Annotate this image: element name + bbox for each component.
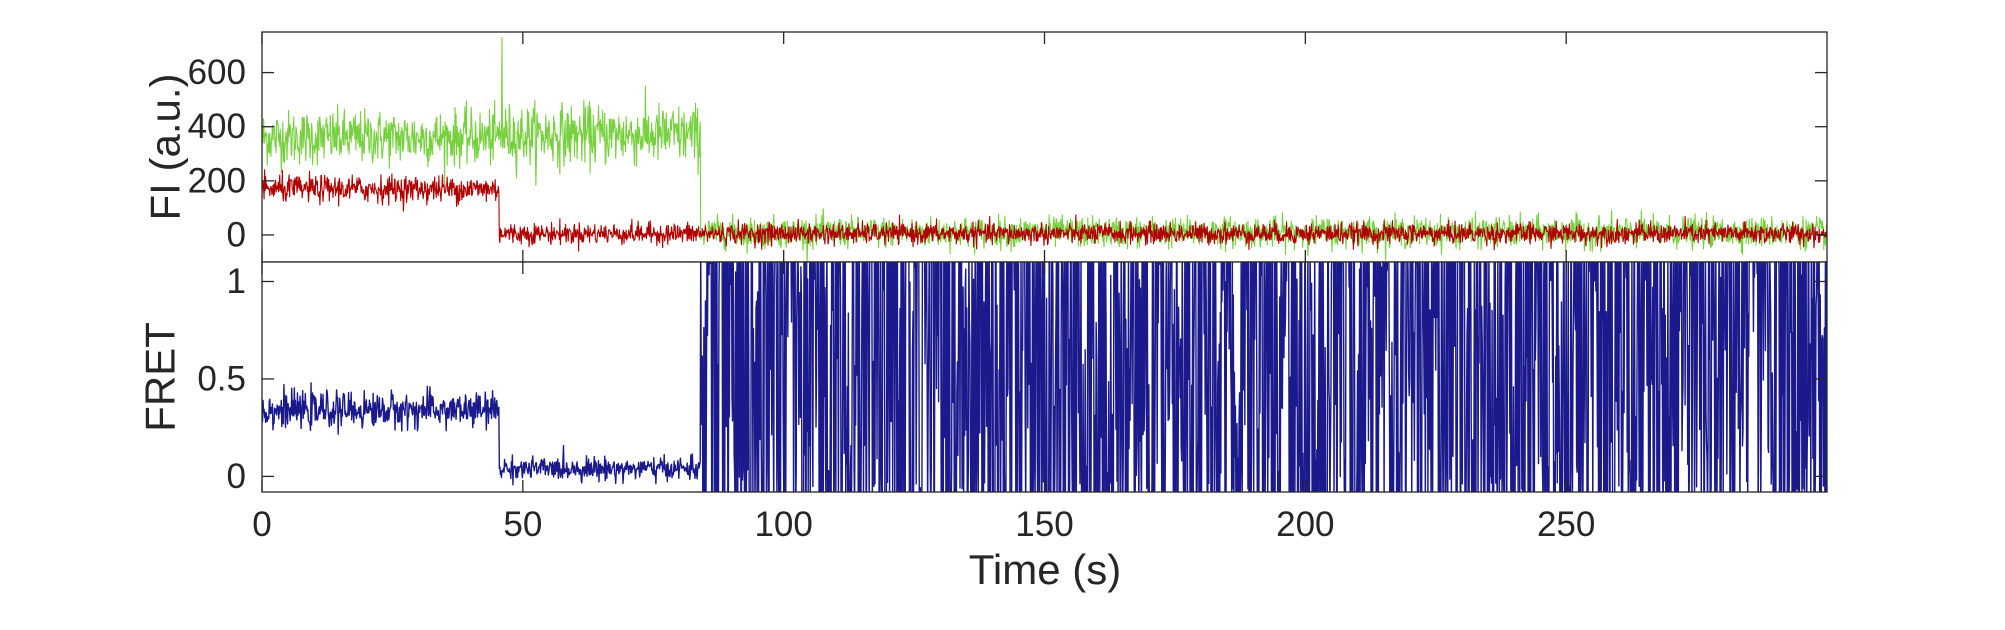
fluorescence-y-tick-label: 0 [227,215,246,254]
fluorescence-panel: 0 200 400 600 FI (a.u.) [142,31,1828,263]
fluorescence-x-ticks [261,32,1567,262]
fret-x-tick-label: 150 [1015,505,1073,544]
fluorescence-y-tick-label: 600 [188,53,246,92]
fret-y-tick-label: 0.5 [197,359,246,398]
fluorescence-traces [262,36,1827,262]
fluorescence-y-ticks: 0 200 400 600 [188,53,1827,254]
fret-panel: 00.51 0 50 100 150 200 250 FRET Time (s) [137,261,1828,593]
fret-x-tick-label: 250 [1537,505,1595,544]
fluorescence-y-tick-label: 200 [188,161,246,200]
fret-series-line-1 [262,262,1827,492]
fret-x-tick-label: 100 [754,505,812,544]
fret-y-tick-label: 1 [227,262,246,301]
fret-x-tick-label: 0 [252,505,271,544]
fret-y-tick-label: 0 [227,457,246,496]
fluorescence-y-tick-label: 400 [188,107,246,146]
fluorescence-y-axis-label: FI (a.u.) [142,73,189,220]
fluorescence-series-line-2 [262,169,1827,252]
fret-y-axis-label: FRET [137,322,184,432]
time-x-axis-label: Time (s) [969,546,1121,593]
fret-x-tick-label: 50 [503,505,542,544]
fret-x-ticks: 0 50 100 150 200 250 [252,262,1595,544]
fret-x-tick-label: 200 [1276,505,1334,544]
fret-y-ticks: 00.51 [197,262,1827,496]
fret-traces [262,262,1827,492]
